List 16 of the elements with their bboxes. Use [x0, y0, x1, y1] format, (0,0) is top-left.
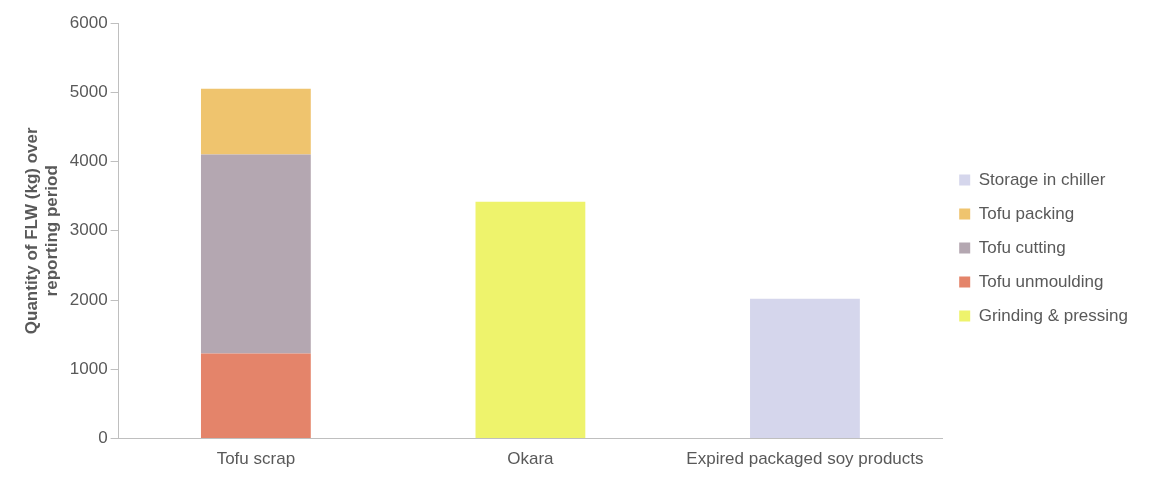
y-tick-label: 2000	[69, 289, 108, 309]
y-tick-label: 1000	[69, 359, 108, 379]
legend-label: Tofu packing	[978, 203, 1075, 223]
y-tick-label: 6000	[69, 12, 108, 32]
legend-label: Grinding & pressing	[978, 305, 1129, 325]
legend-label: Storage in chiller	[978, 169, 1106, 189]
x-tick-label: Okara	[507, 449, 555, 469]
legend-label: Tofu cutting	[978, 237, 1066, 257]
y-tick-label: 3000	[69, 220, 108, 240]
y-axis-title: Quantity of FLW (kg) over reporting period	[21, 127, 62, 335]
x-tick-label: Expired packaged soy products	[686, 449, 924, 469]
legend-label: Tofu unmoulding	[978, 271, 1104, 291]
y-tick-label: 4000	[69, 151, 108, 171]
x-tick-label: Tofu scrap	[216, 449, 296, 469]
y-tick-label: 5000	[69, 81, 108, 101]
y-tick-label: 0	[98, 428, 108, 448]
